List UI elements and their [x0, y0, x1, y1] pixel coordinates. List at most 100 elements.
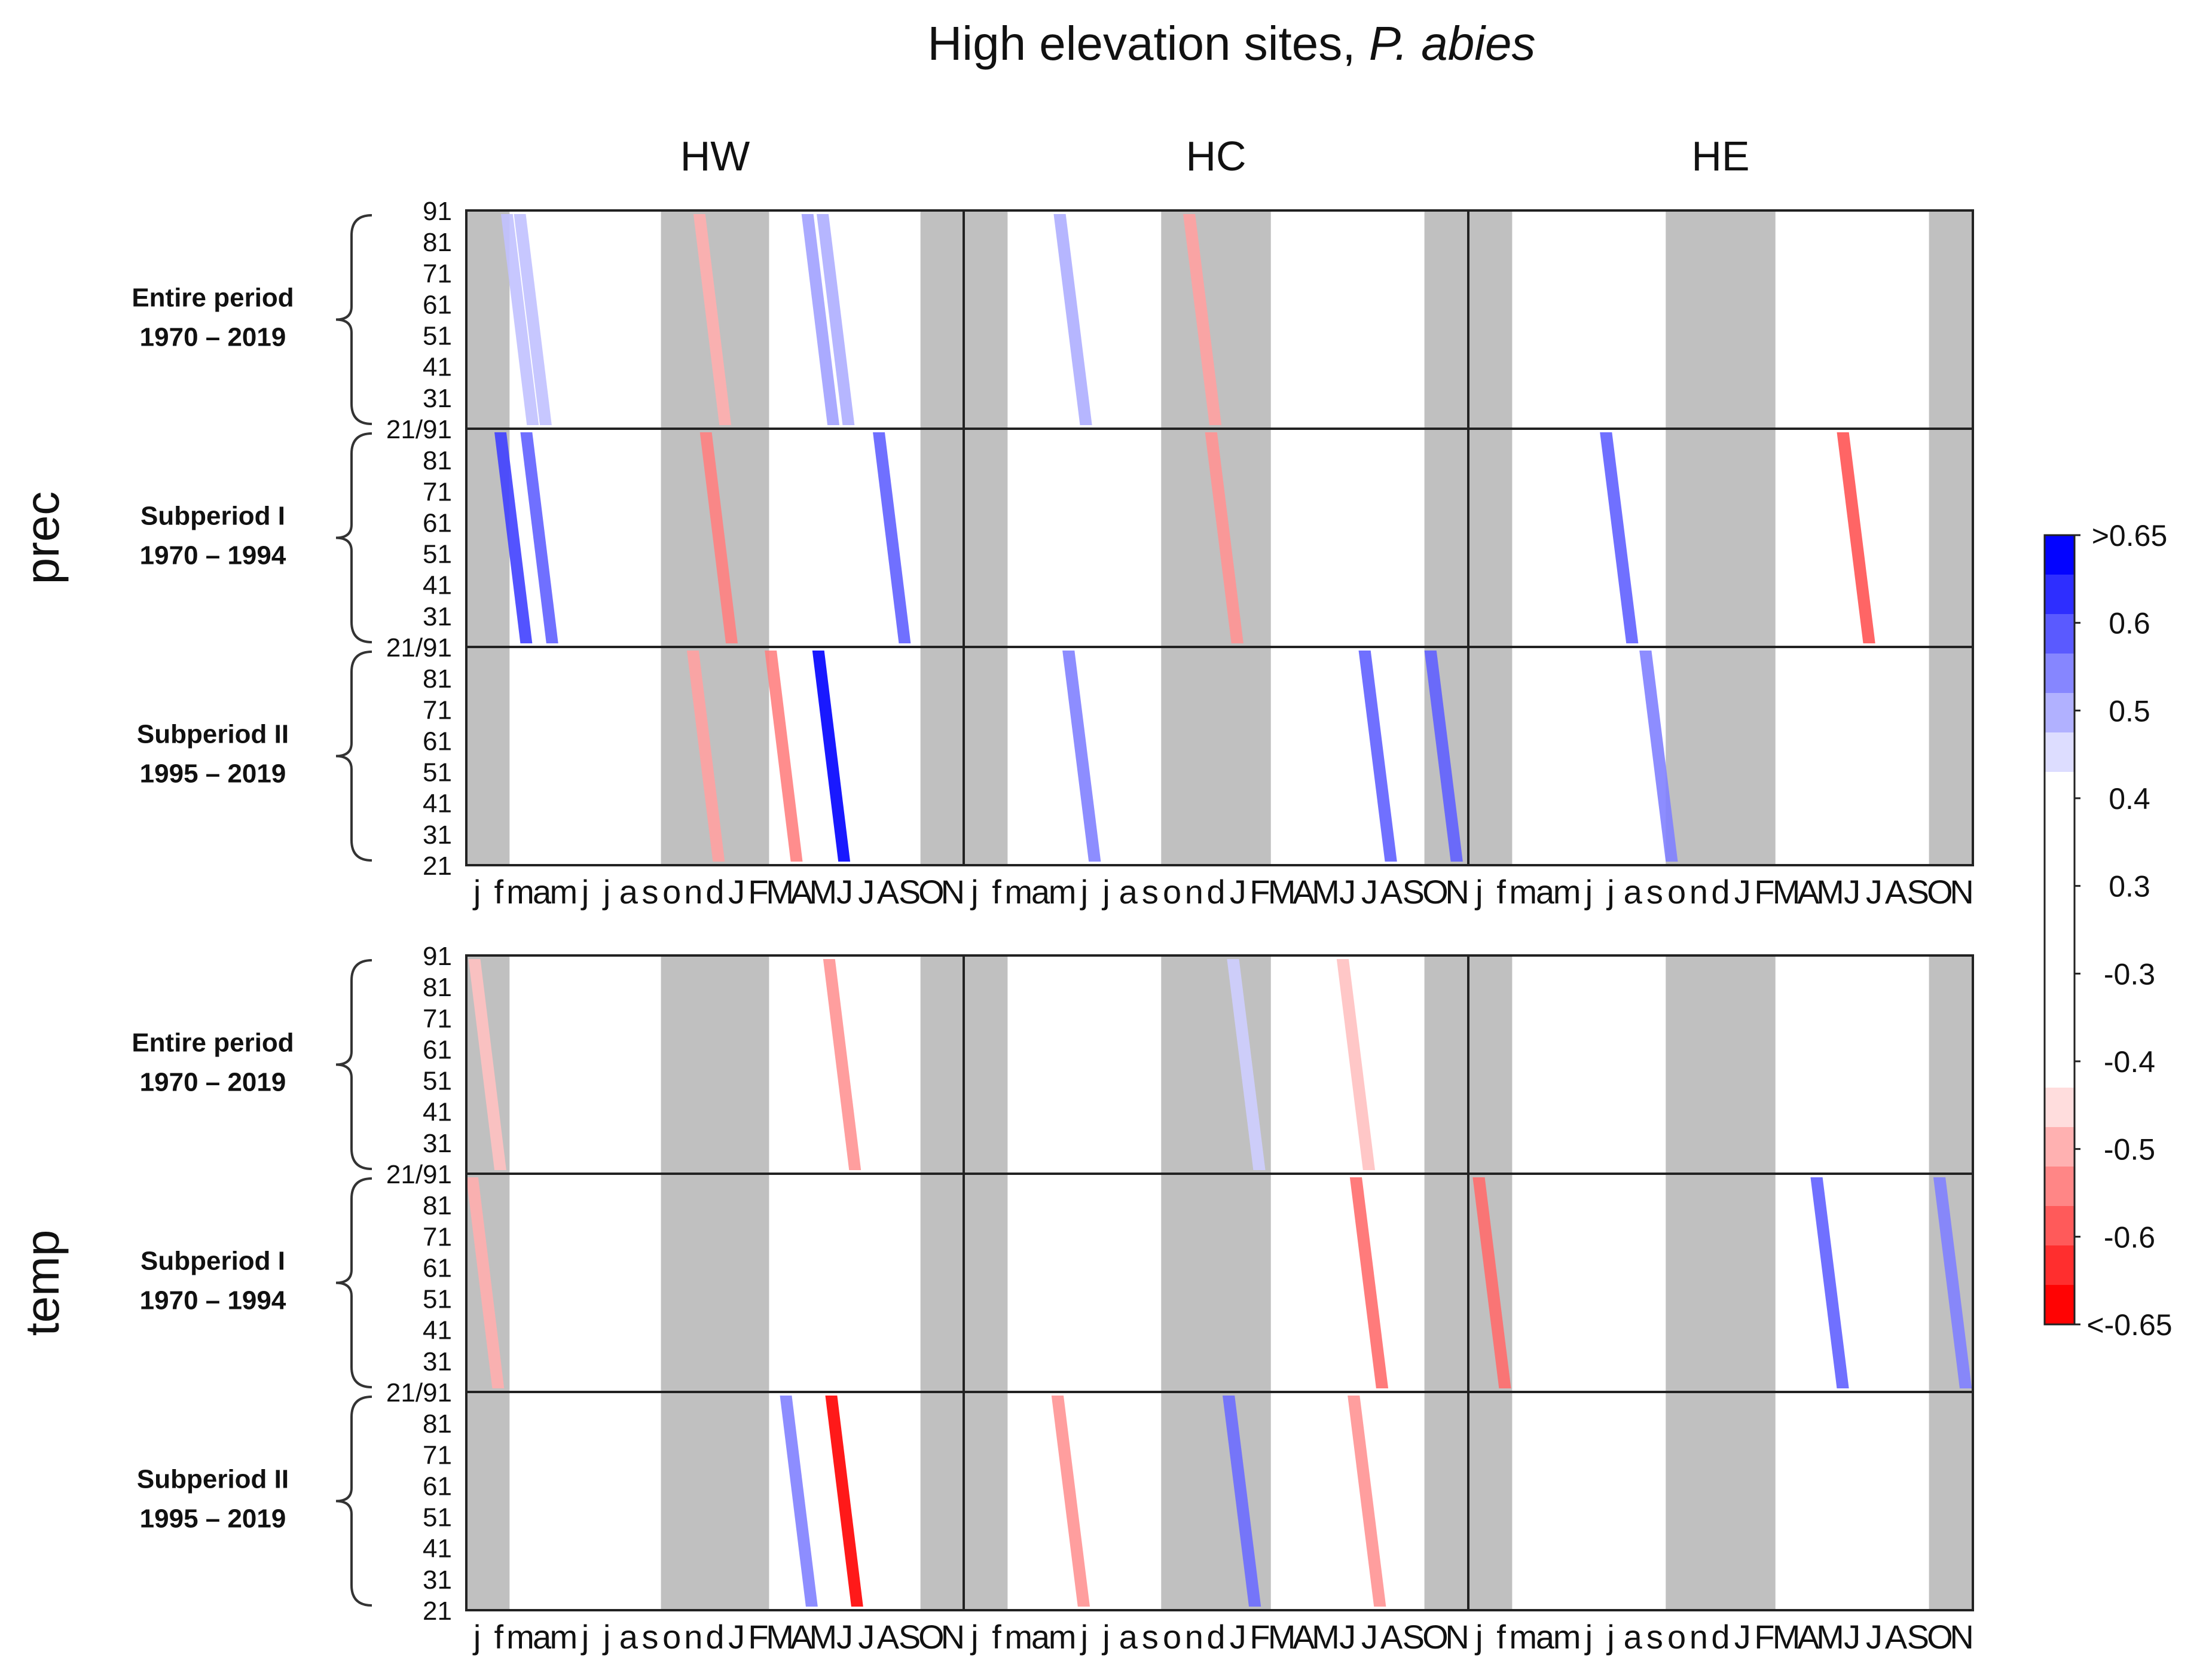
correlation-band [1227, 959, 1266, 1170]
colorbar-step [2045, 1206, 2074, 1246]
month-tick-label: M [1816, 1618, 1844, 1656]
month-tick-label: M [809, 1618, 838, 1656]
month-tick-label: j [1584, 1618, 1593, 1656]
month-tick-label: m [1509, 1618, 1537, 1656]
colorbar-step [2045, 1127, 2074, 1167]
month-tick-label: m [1049, 1618, 1077, 1656]
month-tick-label: f [494, 1618, 503, 1656]
month-tick-label: F [1754, 873, 1774, 911]
y-tick-label: 31 [423, 1129, 452, 1158]
month-tick-label: F [1249, 1618, 1270, 1656]
y-tick-label: 31 [423, 602, 452, 631]
shaded-month-column [466, 210, 510, 865]
correlation-band [1424, 651, 1463, 862]
correlation-band [1336, 959, 1376, 1170]
month-tick-label: s [1646, 873, 1663, 911]
month-tick-label: M [1773, 873, 1801, 911]
month-tick-label: j [602, 873, 610, 911]
month-tick-label: j [1584, 873, 1593, 911]
month-tick-label: a [619, 873, 638, 911]
month-tick-label: M [1268, 873, 1296, 911]
colorbar-frame [2043, 534, 2076, 1326]
colorbar-step [2045, 732, 2074, 773]
month-tick-label: M [1816, 873, 1844, 911]
colorbar-tick-label: 0.4 [2109, 782, 2150, 816]
y-tick-label: 51 [423, 322, 452, 351]
month-tick-label: S [1403, 873, 1425, 911]
month-tick-label: j [1606, 1618, 1614, 1656]
month-tick-label: a [619, 1618, 638, 1656]
y-tick-label: 81 [423, 1409, 452, 1439]
month-tick-label: n [684, 1618, 702, 1656]
month-tick-label: O [1927, 873, 1953, 911]
colorbar-step [2045, 969, 2074, 1009]
colorbar-step [2045, 890, 2074, 930]
month-tick-label: d [1711, 1618, 1730, 1656]
month-tick-label: O [1422, 1618, 1449, 1656]
colorbar-tick-label: -0.3 [2104, 957, 2155, 991]
month-tick-label: j [1101, 873, 1110, 911]
month-tick-label: n [1185, 1618, 1203, 1656]
y-tick-label: 81 [423, 664, 452, 694]
correlation-band [1053, 214, 1092, 425]
shaded-month-column [1666, 955, 1776, 1610]
y-tick-label: 71 [423, 1440, 452, 1470]
correlation-band [494, 432, 533, 643]
month-tick-label: M [1773, 1618, 1801, 1656]
shaded-month-column [1161, 955, 1271, 1610]
correlation-band [1810, 1177, 1849, 1388]
month-tick-label: O [918, 873, 945, 911]
period-name: Subperiod I [140, 502, 285, 531]
month-tick-label: n [1689, 873, 1708, 911]
colorbar-step [2045, 811, 2074, 851]
y-tick-joint: 21/91 [386, 415, 452, 444]
month-tick-label: S [899, 873, 921, 911]
period-years: 1970 – 2019 [140, 1068, 286, 1097]
period-years: 1970 – 1994 [140, 541, 286, 570]
month-tick-label: J [1844, 873, 1860, 911]
y-tick-label: 41 [423, 1098, 452, 1127]
month-tick-label: a [1624, 873, 1643, 911]
month-tick-label: o [662, 1618, 681, 1656]
colorbar-tick-label: 0.6 [2109, 607, 2150, 640]
month-tick-label: N [1445, 873, 1469, 911]
period-name: Subperiod II [137, 720, 289, 749]
month-tick-label: J [1844, 1618, 1860, 1656]
month-tick-label: d [1206, 873, 1225, 911]
month-tick-label: d [1711, 873, 1730, 911]
correlation-band [1472, 1177, 1511, 1388]
y-tick-label: 51 [423, 540, 452, 569]
month-tick-label: j [970, 1618, 978, 1656]
month-tick-label: J [1230, 1618, 1246, 1656]
month-tick-label: f [1496, 873, 1506, 911]
month-tick-label: N [941, 873, 965, 911]
period-years: 1970 – 2019 [140, 323, 286, 352]
month-tick-label: d [705, 1618, 724, 1656]
correlation-band [780, 1396, 818, 1607]
shaded-month-column [1468, 210, 1513, 865]
y-tick-label: 31 [423, 820, 452, 850]
month-tick-label: a [1119, 873, 1138, 911]
y-tick-label: 61 [423, 290, 452, 319]
month-tick-label: A [877, 873, 900, 911]
y-tick-label: 81 [423, 228, 452, 257]
month-tick-label: j [1080, 873, 1088, 911]
colorbar-tick-label: >0.65 [2092, 519, 2168, 552]
month-tick-label: M [1268, 1618, 1296, 1656]
period-brace [335, 959, 372, 1170]
colorbar-step [2045, 930, 2074, 970]
month-tick-label: A [1293, 873, 1315, 911]
month-tick-label: s [1646, 1618, 1663, 1656]
month-tick-label: F [748, 873, 768, 911]
month-tick-label: j [581, 873, 589, 911]
month-tick-label: A [1380, 873, 1403, 911]
month-tick-label: O [1927, 1618, 1953, 1656]
month-tick-label: N [941, 1618, 965, 1656]
y-tick-label: 71 [423, 1222, 452, 1251]
month-tick-label: o [1163, 873, 1181, 911]
correlation-band [520, 432, 558, 643]
y-tick-label: 51 [423, 758, 452, 787]
month-tick-label: j [602, 1618, 610, 1656]
colorbar-step [2045, 693, 2074, 733]
y-tick-joint: 21/91 [386, 1160, 452, 1189]
